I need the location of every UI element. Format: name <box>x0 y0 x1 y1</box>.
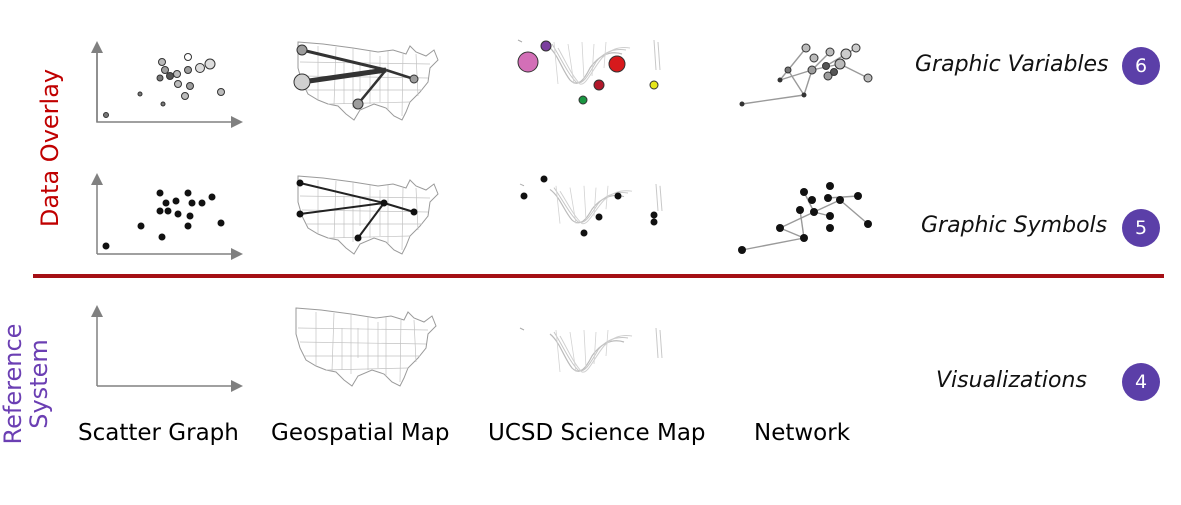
scatter-symbol-point <box>184 222 192 230</box>
scatter-symbols-thumb <box>91 173 243 260</box>
scatter-reference-thumb <box>91 305 243 392</box>
column-label-scatter: Scatter Graph <box>78 420 239 446</box>
column-label-geospatial: Geospatial Map <box>271 420 450 446</box>
scatter-symbol-point <box>198 199 206 207</box>
scatter-variable-point <box>166 72 174 80</box>
scatter-symbol-point <box>186 212 194 220</box>
scatter-symbol-point <box>208 193 216 201</box>
scatter-variable-point <box>158 58 166 66</box>
scatter-symbol-point <box>137 222 145 230</box>
scatter-variable-point <box>174 80 182 88</box>
network-variables-thumb <box>739 43 873 107</box>
network-symbols-thumb <box>738 182 872 254</box>
scatter-symbol-point <box>162 199 170 207</box>
scatter-symbol-point <box>184 189 192 197</box>
scatter-variable-point <box>217 88 225 96</box>
scatter-symbol-point <box>102 242 110 250</box>
scatter-variable-point <box>137 91 143 97</box>
geo-variables-thumb <box>293 41 439 121</box>
scatter-variable-point <box>186 82 194 90</box>
scatter-symbol-point <box>188 199 196 207</box>
scatter-variable-point <box>181 92 189 100</box>
scatter-symbol-point <box>217 219 225 227</box>
scatter-variable-point <box>173 70 181 78</box>
scatter-variable-point <box>184 66 192 74</box>
graphic-symbols-label: Graphic Symbols <box>921 213 1108 238</box>
scatter-variable-point <box>184 53 192 61</box>
scatter-symbol-point <box>172 197 180 205</box>
scatter-variable-point <box>204 58 216 70</box>
overlay-divider <box>33 274 1164 278</box>
visualizations-label: Visualizations <box>936 368 1087 393</box>
column-label-network: Network <box>754 420 851 446</box>
scatter-variable-point <box>161 66 169 74</box>
scatter-symbol-point <box>156 189 164 197</box>
scatter-symbol-point <box>164 207 172 215</box>
scatter-variables-thumb <box>91 41 243 128</box>
scatter-symbol-point <box>158 233 166 241</box>
graphic-variables-badge: 6 <box>1122 47 1160 85</box>
visualizations-badge: 4 <box>1122 363 1160 401</box>
scatter-symbol-point <box>156 207 164 215</box>
geo-symbols-thumb <box>296 175 439 255</box>
column-label-science-map: UCSD Science Map <box>488 420 706 446</box>
scatter-variable-point <box>156 74 164 82</box>
scatter-variable-point <box>195 63 205 73</box>
graphic-variables-label: Graphic Variables <box>915 52 1109 77</box>
scatter-variable-point <box>160 101 166 107</box>
scatter-variable-point <box>103 112 109 118</box>
geo-reference-thumb <box>295 307 437 387</box>
science-reference-thumb <box>519 327 663 373</box>
science-symbols-thumb <box>519 175 663 237</box>
graphic-symbols-badge: 5 <box>1122 209 1160 247</box>
science-variables-thumb <box>517 39 661 105</box>
scatter-symbol-point <box>174 210 182 218</box>
